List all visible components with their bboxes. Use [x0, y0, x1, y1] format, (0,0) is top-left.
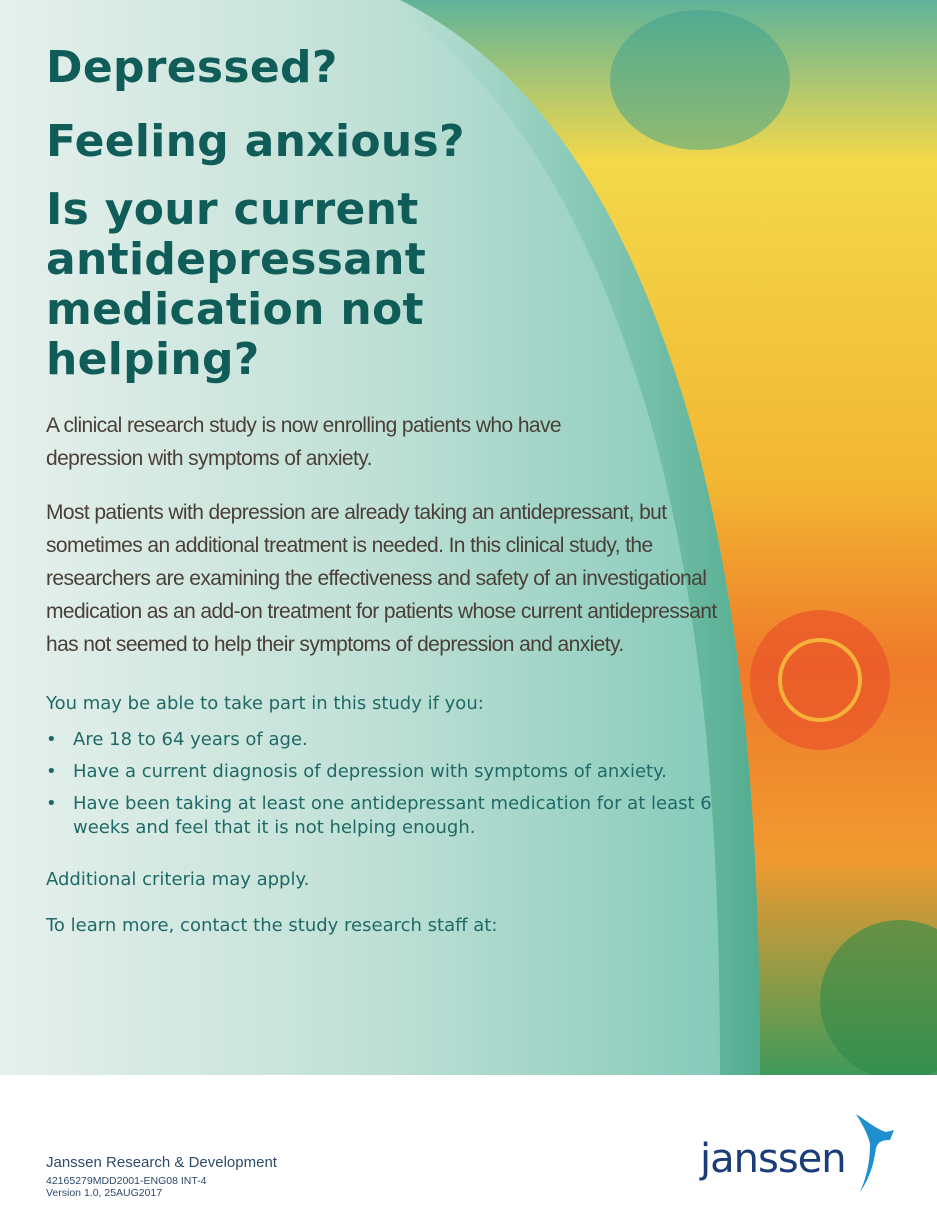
document-version: Version 1.0, 25AUG2017	[46, 1187, 163, 1199]
headline-depressed: Depressed?	[46, 42, 338, 93]
headline-anxious: Feeling anxious?	[46, 116, 465, 167]
logo-wordmark: janssen	[700, 1136, 847, 1182]
bullet-icon: •	[46, 729, 57, 750]
eligibility-item: • Are 18 to 64 years of age.	[46, 728, 733, 752]
description-paragraph: Most patients with depression are alread…	[46, 501, 717, 656]
contact-text: To learn more, contact the study researc…	[46, 915, 498, 936]
intro-paragraph: A clinical research study is now enrolli…	[46, 414, 562, 470]
janssen-logo: janssen	[700, 1108, 900, 1198]
bullet-icon: •	[46, 793, 57, 814]
headline-medication-line4: helping?	[46, 334, 260, 385]
eligibility-item-text: Have been taking at least one antidepres…	[73, 793, 712, 838]
headline-medication-line2: antidepressant	[46, 234, 427, 285]
footer-organization: Janssen Research & Development	[46, 1154, 277, 1171]
eligibility-item: • Have a current diagnosis of depression…	[46, 760, 733, 784]
eligibility-lead: You may be able to take part in this stu…	[46, 693, 484, 714]
footer-codes: 42165279MDD2001-ENG08 INT-4 Version 1.0,…	[46, 1175, 207, 1199]
eligibility-item-text: Are 18 to 64 years of age.	[73, 729, 308, 750]
eligibility-item: • Have been taking at least one antidepr…	[46, 792, 733, 840]
additional-criteria: Additional criteria may apply.	[46, 869, 310, 890]
headline-medication-line1: Is your current	[46, 184, 419, 235]
bullet-icon: •	[46, 761, 57, 782]
headline-medication-line3: medication not	[46, 284, 424, 335]
logo-swoosh-icon	[856, 1114, 894, 1192]
eligibility-item-text: Have a current diagnosis of depression w…	[73, 761, 667, 782]
document-code: 42165279MDD2001-ENG08 INT-4	[46, 1175, 207, 1187]
background-artwork	[0, 0, 937, 1075]
